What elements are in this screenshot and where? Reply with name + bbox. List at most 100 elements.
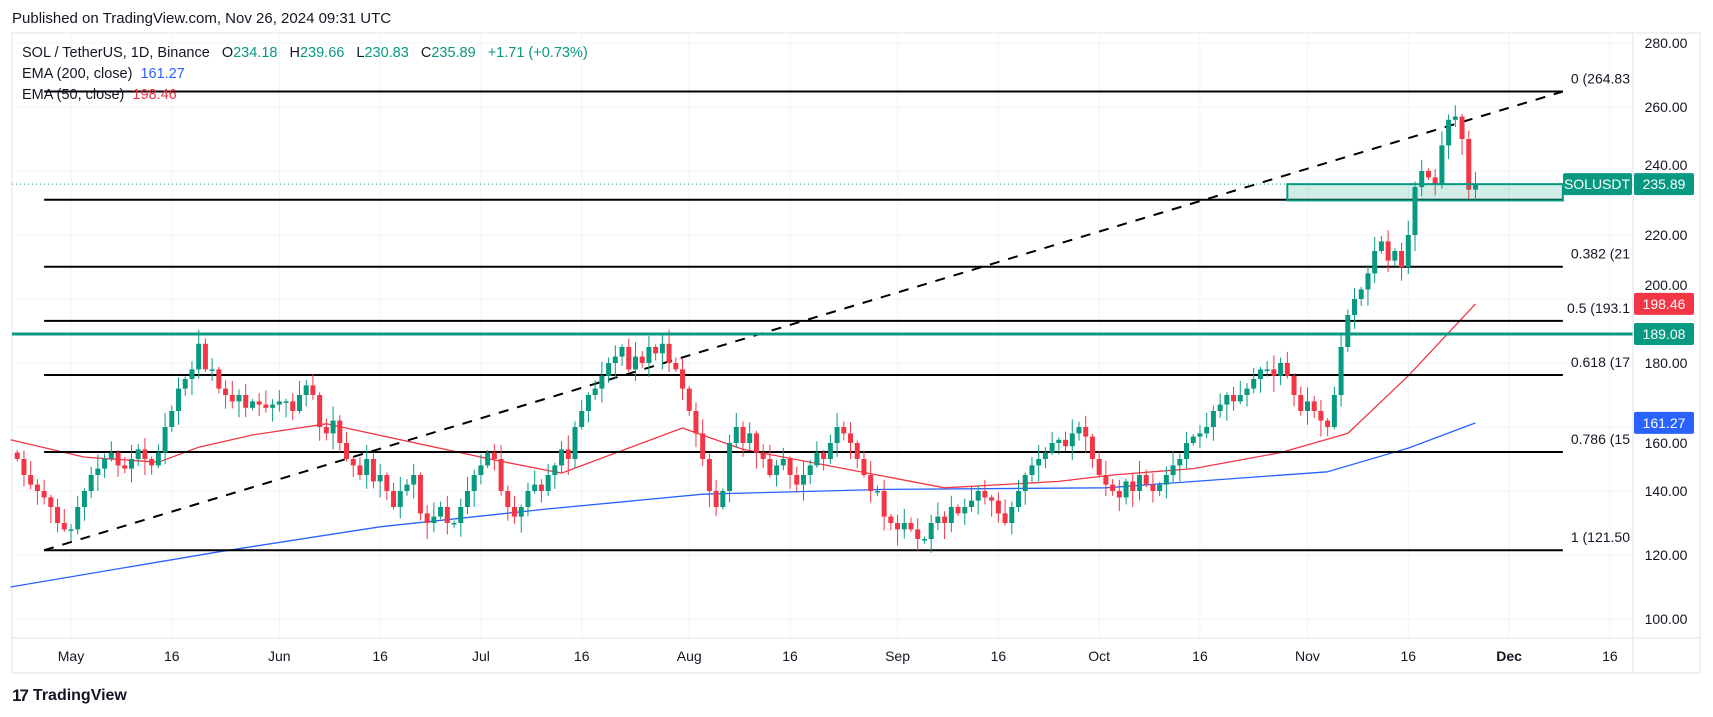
candle-up [411, 475, 417, 485]
candle-down [1432, 177, 1438, 184]
legend-ema200-row[interactable]: EMA (200, close) 161.27 [22, 64, 596, 85]
fib-level-label: 0.382 (21 [1571, 246, 1630, 262]
candle-down [498, 459, 504, 491]
candle-up [283, 401, 289, 403]
candle-down [444, 507, 450, 523]
candle-up [1184, 443, 1190, 459]
time-axis[interactable]: May 16 Jun 16 Jul 16 Aug 16 Sep 16 Oct 16 Nov 16 Dec 16 [58, 648, 1618, 664]
candle-down [995, 500, 1001, 514]
tradingview-logo[interactable]: 17 TradingView [12, 686, 127, 706]
candle-up [1022, 475, 1028, 491]
candle-up [1392, 251, 1398, 261]
candle-up [189, 369, 195, 379]
candle-up [431, 516, 437, 523]
price-axis[interactable]: 100.00 120.00 140.00 160.00 180.00 200.00 220.… [1645, 35, 1688, 627]
candle-down [370, 459, 376, 482]
candle-down [1089, 436, 1095, 459]
candle-down [344, 443, 350, 459]
support-price-badge-value: 189.08 [1643, 326, 1686, 342]
candle-up [632, 356, 638, 370]
candle-up [102, 459, 108, 469]
candle-up [1446, 119, 1452, 146]
candle-down [895, 523, 901, 530]
candle-up [1244, 388, 1250, 395]
candle-up [1136, 475, 1142, 491]
candle-up [572, 427, 578, 459]
candle-down [1311, 401, 1317, 411]
legend-symbol-row[interactable]: SOL / TetherUS, 1D, Binance O234.18 H239… [22, 43, 596, 64]
published-header: Published on TradingView.com, Nov 26, 20… [12, 10, 392, 27]
ema50-value: 198.46 [132, 87, 177, 103]
x-tick-label: 16 [372, 648, 388, 664]
ema200-value: 161.27 [140, 66, 185, 82]
candle-down [1150, 484, 1156, 491]
candle-up [1163, 475, 1169, 485]
candle-up [1439, 145, 1445, 184]
price-badges: SOLUSDT 235.89 198.46 161.27 189.08 [1563, 173, 1694, 434]
candle-up [874, 491, 880, 493]
candle-down [673, 363, 679, 370]
symbol-name: SOL / TetherUS, 1D, Binance [22, 45, 210, 61]
symbol-badge [1563, 173, 1632, 196]
candle-down [713, 491, 719, 507]
candle-up [1217, 404, 1223, 411]
candle-down [1063, 439, 1069, 447]
candle-down [1425, 171, 1431, 178]
candle-up [1036, 459, 1042, 466]
candle-down [1103, 475, 1109, 485]
fib-level-label: 0.786 (15 [1571, 431, 1630, 447]
price-change: +1.71 (+0.73%) [487, 45, 588, 61]
candle-down [491, 452, 497, 459]
tradingview-logo-text: TradingView [32, 687, 127, 704]
candle-down [202, 343, 208, 370]
candle-up [1016, 491, 1022, 507]
symbol-price-badge-value: 235.89 [1643, 176, 1686, 192]
candle-down [706, 459, 712, 491]
ema200-label: EMA (200, close) [22, 66, 133, 82]
candle-up [1304, 401, 1310, 411]
candle-up [155, 452, 161, 466]
candle-up [619, 347, 625, 357]
ema200-layer [10, 422, 1476, 588]
candle-down [34, 484, 40, 491]
candle-up [1405, 235, 1411, 267]
x-tick-label: Oct [1088, 648, 1110, 664]
candle-up [1049, 443, 1055, 453]
candle-down [1284, 363, 1290, 376]
x-tick-label: 16 [991, 648, 1007, 664]
candle-up [1224, 395, 1230, 405]
candle-down [243, 395, 249, 408]
y-tick-label: 140.00 [1645, 483, 1688, 499]
candle-up [774, 465, 780, 475]
candle-up [552, 465, 558, 475]
candle-down [1291, 375, 1297, 395]
symbol-badge-label: SOLUSDT [1564, 176, 1631, 192]
candle-down [700, 433, 706, 459]
candle-down [290, 401, 296, 411]
candle-down [915, 529, 921, 539]
candle-down [115, 452, 121, 466]
candle-up [176, 388, 182, 411]
fib-retracement[interactable]: 0 (264.83 0.382 (21 0.5 (193.1 0.618 (17 0.7… [43, 71, 1630, 552]
candle-down [565, 449, 571, 459]
candle-down [337, 420, 343, 443]
x-tick-label: Sep [885, 648, 910, 664]
x-tick-label: 16 [574, 648, 590, 664]
legend-ema50-row[interactable]: EMA (50, close) 198.46 [22, 85, 596, 106]
candle-down [626, 347, 632, 370]
candle-down [740, 427, 746, 443]
candle-down [639, 356, 645, 363]
y-tick-label: 120.00 [1645, 547, 1688, 563]
candle-up [1419, 171, 1425, 187]
y-tick-label: 220.00 [1645, 227, 1688, 243]
candle-down [384, 475, 390, 491]
candle-up [135, 449, 141, 459]
candle-up [1056, 439, 1062, 443]
candle-up [485, 452, 491, 466]
candle-up [1029, 465, 1035, 475]
candle-down [680, 369, 686, 389]
candle-up [1204, 427, 1210, 434]
candle-down [760, 452, 766, 459]
candle-down [1385, 241, 1391, 261]
